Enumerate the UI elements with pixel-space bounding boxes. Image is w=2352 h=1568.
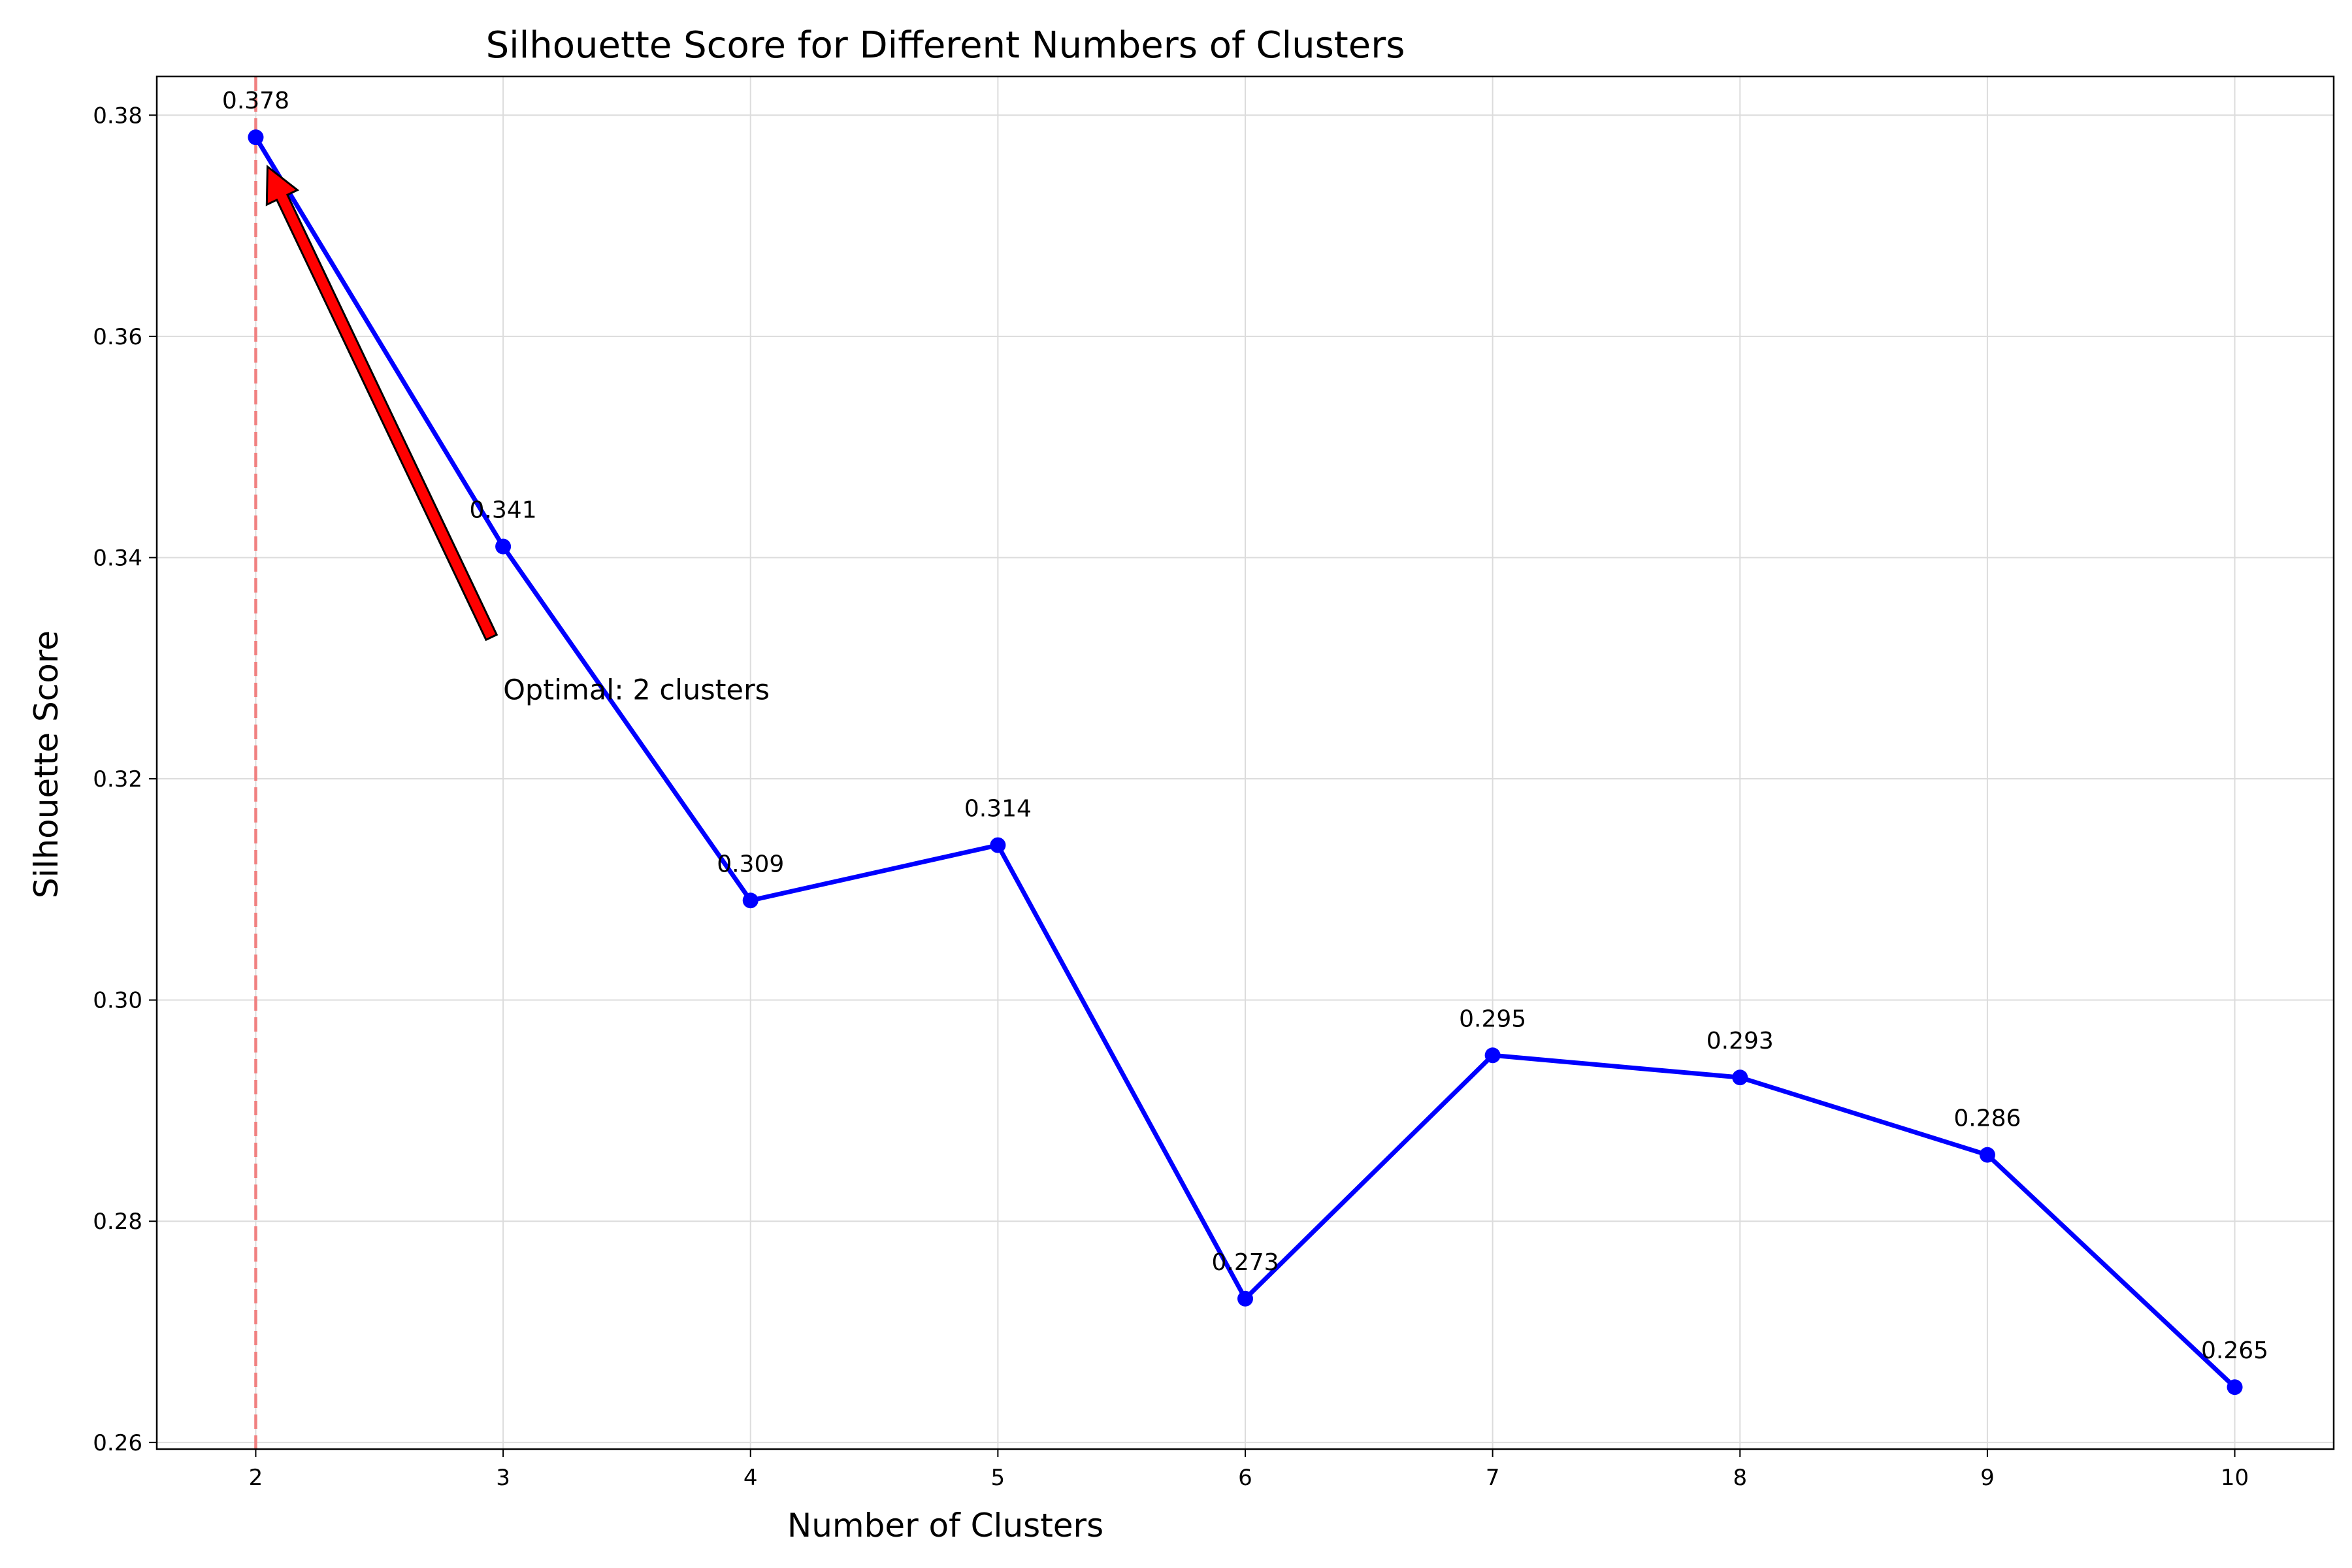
x-tick-label: 8: [1733, 1465, 1747, 1491]
x-tick-label: 7: [1486, 1465, 1500, 1491]
data-point: [1484, 1047, 1501, 1064]
x-axis-label: Number of Clusters: [787, 1507, 1103, 1544]
data-point: [742, 892, 759, 909]
tick-layer: 2 3 4 5 6 7 8 9 10 0.26 0.28 0.30 0.32 0.34 0.36 0.38: [93, 103, 2249, 1491]
y-tick-label: 0.30: [93, 988, 142, 1014]
series-layer: [248, 129, 2243, 1396]
data-label: 0.295: [1459, 1005, 1526, 1032]
y-tick-label: 0.34: [93, 545, 142, 571]
annotation-arrow-layer: [265, 165, 498, 642]
data-label: 0.378: [222, 88, 289, 114]
y-tick-label: 0.38: [93, 103, 142, 129]
x-tick-label: 6: [1238, 1465, 1252, 1491]
x-tick-label: 4: [743, 1465, 758, 1491]
data-label: 0.309: [717, 851, 784, 877]
x-tick-label: 3: [496, 1465, 510, 1491]
x-tick-label: 10: [2221, 1465, 2249, 1491]
y-tick-label: 0.26: [93, 1430, 142, 1456]
data-point: [990, 837, 1006, 853]
annotation-arrow: [265, 165, 498, 642]
data-label: 0.265: [2201, 1337, 2268, 1364]
annotation-text: Optimal: 2 clusters: [503, 674, 770, 707]
y-tick-label: 0.36: [93, 324, 142, 350]
data-label: 0.286: [1953, 1105, 2021, 1132]
data-point: [1732, 1070, 1748, 1086]
data-point: [1979, 1147, 1995, 1163]
chart-title: Silhouette Score for Different Numbers o…: [486, 24, 1405, 67]
data-label: 0.341: [470, 497, 537, 524]
y-axis-label: Silhouette Score: [27, 630, 65, 898]
data-point: [2227, 1379, 2243, 1396]
y-tick-label: 0.32: [93, 766, 142, 792]
data-label: 0.314: [964, 796, 1032, 823]
data-point: [1237, 1290, 1253, 1307]
x-tick-label: 9: [1980, 1465, 1995, 1491]
data-label: 0.293: [1707, 1028, 1774, 1054]
grid-layer: [157, 76, 2334, 1449]
y-tick-label: 0.28: [93, 1209, 142, 1235]
data-point: [495, 538, 512, 555]
data-label-layer: 0.378 0.341 0.309 0.314 0.273 0.295 0.293 0.286…: [222, 88, 2268, 1364]
data-label: 0.273: [1211, 1249, 1279, 1276]
data-point: [248, 129, 264, 146]
x-tick-label: 5: [991, 1465, 1005, 1491]
x-tick-label: 2: [249, 1465, 263, 1491]
